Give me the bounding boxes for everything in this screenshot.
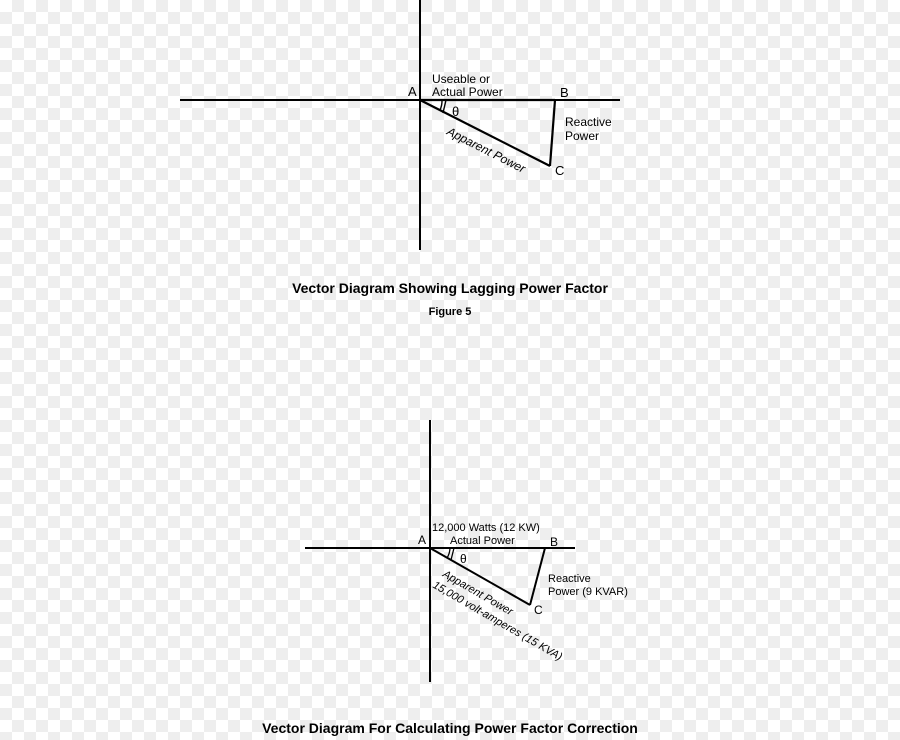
fig2-bc-reactive-power [530,548,545,605]
fig1-useable-1: Useable or [432,72,490,86]
fig2-apparent-2: 15,000 volt-amperes (15 KVA) [431,579,565,663]
fig1-reactive-1: Reactive [565,115,612,129]
fig2-label-B: B [550,535,558,549]
fig2-theta-tick [451,548,454,560]
fig2-watts-2: Actual Power [450,535,515,547]
fig2-caption: Vector Diagram For Calculating Power Fac… [0,720,900,736]
fig1-useable-2: Actual Power [432,85,503,99]
fig1-theta-tick [443,100,446,113]
diagram-stage: A B C Useable or Actual Power Reactive P… [0,0,900,740]
fig2-label-C: C [534,603,543,617]
fig2-reactive-2: Power (9 KVAR) [548,586,628,598]
fig1-caption: Vector Diagram Showing Lagging Power Fac… [0,280,900,296]
fig1-label-A: A [408,84,417,99]
fig1-subcaption: Figure 5 [0,306,900,318]
fig1-label-C: C [555,163,564,178]
fig2-theta: θ [460,552,467,566]
fig1-label-B: B [560,85,569,100]
fig1-apparent: Apparent Power [444,124,529,176]
fig1-theta-arc [440,100,442,110]
fig2-watts-1: 12,000 Watts (12 KW) [432,522,540,534]
fig1-theta: θ [452,104,459,119]
fig1-reactive-2: Power [565,129,599,143]
diagram-svg: A B C Useable or Actual Power Reactive P… [0,0,900,740]
fig1-bc-reactive-power [550,100,555,166]
fig2-theta-arc [447,548,450,558]
fig2-reactive-1: Reactive [548,573,591,585]
fig2-label-A: A [418,533,426,547]
